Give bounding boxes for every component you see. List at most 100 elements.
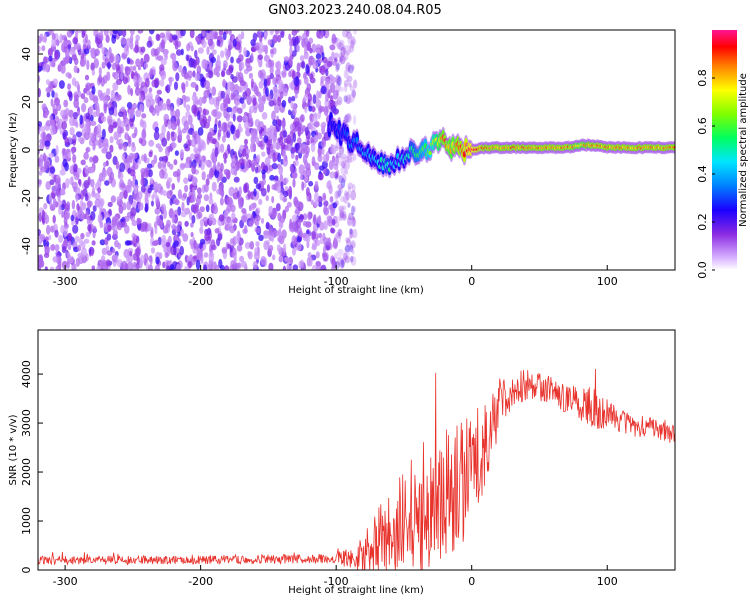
noise-speckle xyxy=(272,207,278,217)
colorbar-tick-label: 0.0 xyxy=(696,261,709,279)
noise-speckle xyxy=(39,142,45,151)
noise-speckle xyxy=(325,93,329,102)
noise-speckle xyxy=(199,117,203,126)
noise-speckle xyxy=(329,196,334,203)
noise-speckle xyxy=(268,228,275,237)
noise-speckle xyxy=(126,255,130,263)
noise-speckle xyxy=(136,235,140,244)
noise-speckle xyxy=(230,166,236,176)
noise-speckle xyxy=(184,184,189,193)
noise-speckle xyxy=(290,84,295,91)
noise-speckle xyxy=(90,167,94,174)
noise-speckle xyxy=(193,242,199,251)
noise-speckle xyxy=(223,59,228,69)
noise-speckle xyxy=(91,190,96,198)
noise-speckle xyxy=(289,165,295,173)
noise-speckle xyxy=(234,235,240,244)
noise-speckle xyxy=(296,44,301,53)
noise-speckle xyxy=(240,215,245,221)
noise-speckle xyxy=(100,30,104,34)
noise-speckle xyxy=(105,51,110,59)
noise-speckle xyxy=(211,86,217,96)
noise-speckle xyxy=(351,64,355,71)
noise-speckle xyxy=(85,210,89,220)
noise-speckle xyxy=(179,149,185,159)
noise-speckle xyxy=(68,92,73,98)
noise-speckle xyxy=(347,186,352,193)
noise-speckle xyxy=(183,143,189,149)
noise-speckle xyxy=(119,63,124,74)
noise-speckle xyxy=(55,188,61,196)
noise-speckle xyxy=(90,179,95,188)
noise-speckle xyxy=(75,43,82,50)
noise-speckle xyxy=(64,137,69,146)
noise-speckle xyxy=(255,136,260,145)
noise-speckle xyxy=(289,46,293,56)
noise-speckle xyxy=(182,192,188,199)
noise-speckle xyxy=(232,192,239,200)
noise-speckle xyxy=(283,138,290,144)
noise-speckle xyxy=(348,44,355,53)
noise-speckle xyxy=(154,126,160,133)
noise-speckle xyxy=(238,186,242,197)
noise-speckle xyxy=(336,76,342,86)
noise-speckle xyxy=(314,162,320,171)
noise-speckle xyxy=(345,113,352,121)
noise-speckle xyxy=(281,71,287,78)
x-tick-label: -300 xyxy=(53,275,78,288)
noise-speckle xyxy=(116,78,122,85)
noise-speckle xyxy=(144,206,149,212)
noise-speckle xyxy=(330,99,336,110)
noise-speckle xyxy=(120,182,126,189)
noise-speckle xyxy=(49,266,55,270)
noise-speckle xyxy=(334,252,339,260)
noise-speckle xyxy=(72,134,77,142)
noise-speckle xyxy=(145,99,152,108)
noise-speckle xyxy=(294,35,299,45)
noise-speckle xyxy=(344,64,350,72)
noise-speckle xyxy=(211,49,217,55)
noise-speckle xyxy=(75,194,79,203)
noise-speckle xyxy=(158,156,164,162)
noise-speckle xyxy=(43,202,48,210)
noise-speckle xyxy=(62,40,69,47)
noise-speckle xyxy=(154,207,161,215)
noise-speckle xyxy=(129,34,134,44)
noise-speckle xyxy=(201,155,206,162)
noise-speckle xyxy=(155,256,160,265)
noise-speckle xyxy=(76,203,80,211)
noise-speckle xyxy=(261,95,267,102)
noise-speckle xyxy=(131,265,137,270)
noise-speckle xyxy=(197,248,203,258)
noise-speckle xyxy=(232,38,237,48)
noise-speckle xyxy=(317,32,324,40)
y-tick-label: 4000 xyxy=(20,360,33,388)
noise-speckle xyxy=(90,247,94,257)
noise-speckle xyxy=(127,185,132,193)
noise-speckle xyxy=(166,219,171,228)
noise-speckle xyxy=(246,65,253,72)
noise-speckle xyxy=(320,264,327,270)
noise-speckle xyxy=(204,80,210,90)
noise-speckle xyxy=(332,60,337,66)
noise-speckle xyxy=(230,56,234,64)
noise-speckle xyxy=(341,210,347,219)
noise-speckle xyxy=(229,238,236,245)
noise-speckle xyxy=(159,219,164,229)
noise-speckle xyxy=(97,199,104,210)
noise-speckle xyxy=(338,206,344,217)
noise-speckle xyxy=(334,234,339,240)
noise-speckle xyxy=(207,38,214,47)
noise-speckle xyxy=(143,53,150,63)
noise-speckle xyxy=(278,255,284,263)
noise-speckle xyxy=(230,161,236,169)
noise-speckle xyxy=(291,95,296,102)
noise-speckle xyxy=(265,87,269,97)
noise-speckle xyxy=(231,76,238,83)
noise-speckle xyxy=(216,71,220,78)
noise-speckle xyxy=(139,93,145,104)
noise-speckle xyxy=(213,123,218,134)
noise-speckle xyxy=(190,138,197,148)
noise-speckle xyxy=(251,159,258,166)
noise-speckle xyxy=(109,136,114,144)
